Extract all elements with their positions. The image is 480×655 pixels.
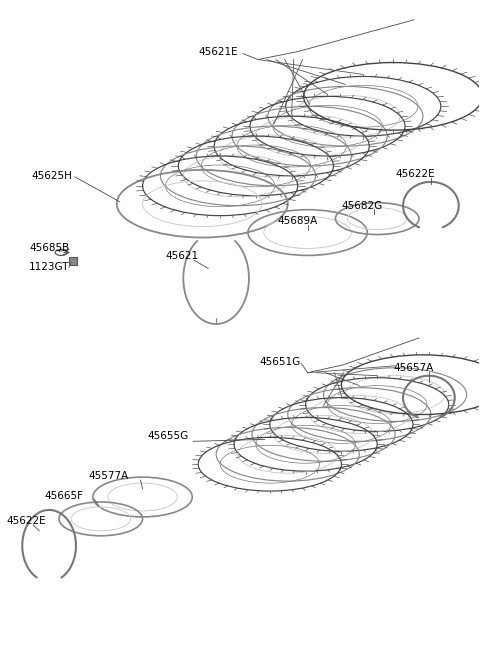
Text: 45621E: 45621E	[198, 47, 238, 56]
Text: 45577A: 45577A	[89, 471, 129, 481]
Text: 45622E: 45622E	[395, 169, 435, 179]
Text: 45625H: 45625H	[31, 171, 72, 181]
Text: 45657A: 45657A	[394, 363, 434, 373]
Text: 45682G: 45682G	[342, 200, 383, 211]
Text: 1123GT: 1123GT	[29, 263, 70, 272]
Text: 45685B: 45685B	[29, 244, 70, 253]
Polygon shape	[69, 257, 77, 265]
Text: 45651G: 45651G	[259, 357, 300, 367]
Text: 45665F: 45665F	[45, 491, 84, 501]
Text: 45689A: 45689A	[277, 215, 318, 225]
Text: 45622E: 45622E	[6, 516, 46, 526]
Text: 45621: 45621	[166, 252, 199, 261]
Text: 45655G: 45655G	[148, 432, 189, 441]
